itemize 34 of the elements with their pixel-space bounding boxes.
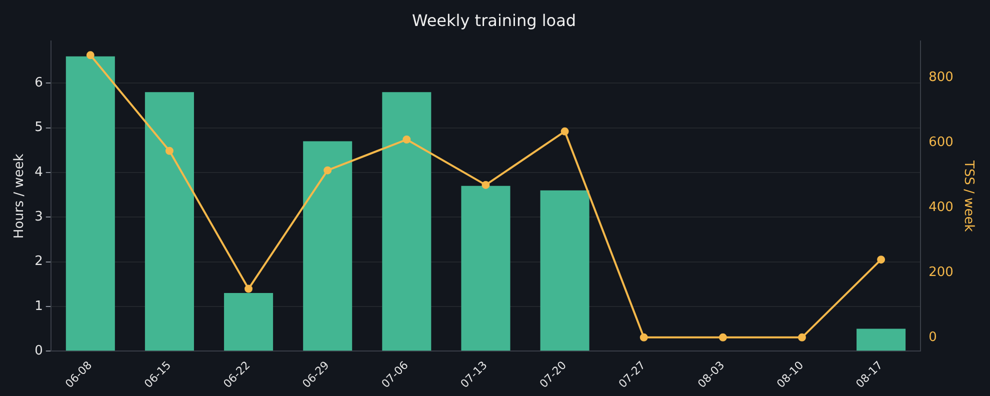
point (560, 127, 569, 136)
y2-tick-label: 0 (928, 330, 937, 345)
point (877, 256, 886, 264)
bar (540, 190, 590, 351)
bar (461, 186, 510, 351)
point (798, 333, 806, 342)
y-tick-label: 2 (34, 254, 43, 270)
y2-tick-label: 600 (928, 135, 954, 150)
bar (144, 92, 194, 351)
point (402, 136, 411, 144)
bar (303, 141, 352, 351)
y2-tick-label: 200 (928, 264, 954, 280)
y2-tick-label: 400 (928, 200, 954, 216)
point (165, 146, 174, 155)
y2-axis-title: TSS / week (960, 160, 976, 232)
point (482, 180, 490, 189)
point (640, 333, 648, 342)
bar (66, 56, 115, 351)
y-tick-label: 3 (34, 209, 43, 224)
bar (224, 293, 274, 351)
y-tick-label: 4 (34, 164, 43, 180)
y-tick-label: 5 (34, 120, 43, 136)
y-tick-label: 6 (34, 76, 43, 91)
point (244, 284, 253, 293)
chart-title: Weekly training load (412, 10, 576, 30)
point (324, 166, 332, 174)
bar (382, 92, 432, 351)
y-tick-label: 0 (34, 343, 43, 358)
point (718, 333, 727, 342)
y2-tick-label: 800 (928, 70, 954, 86)
bar (856, 328, 906, 351)
y-tick-label: 1 (34, 298, 43, 314)
y-axis-title: Hours / week (12, 153, 28, 239)
point (86, 51, 94, 60)
